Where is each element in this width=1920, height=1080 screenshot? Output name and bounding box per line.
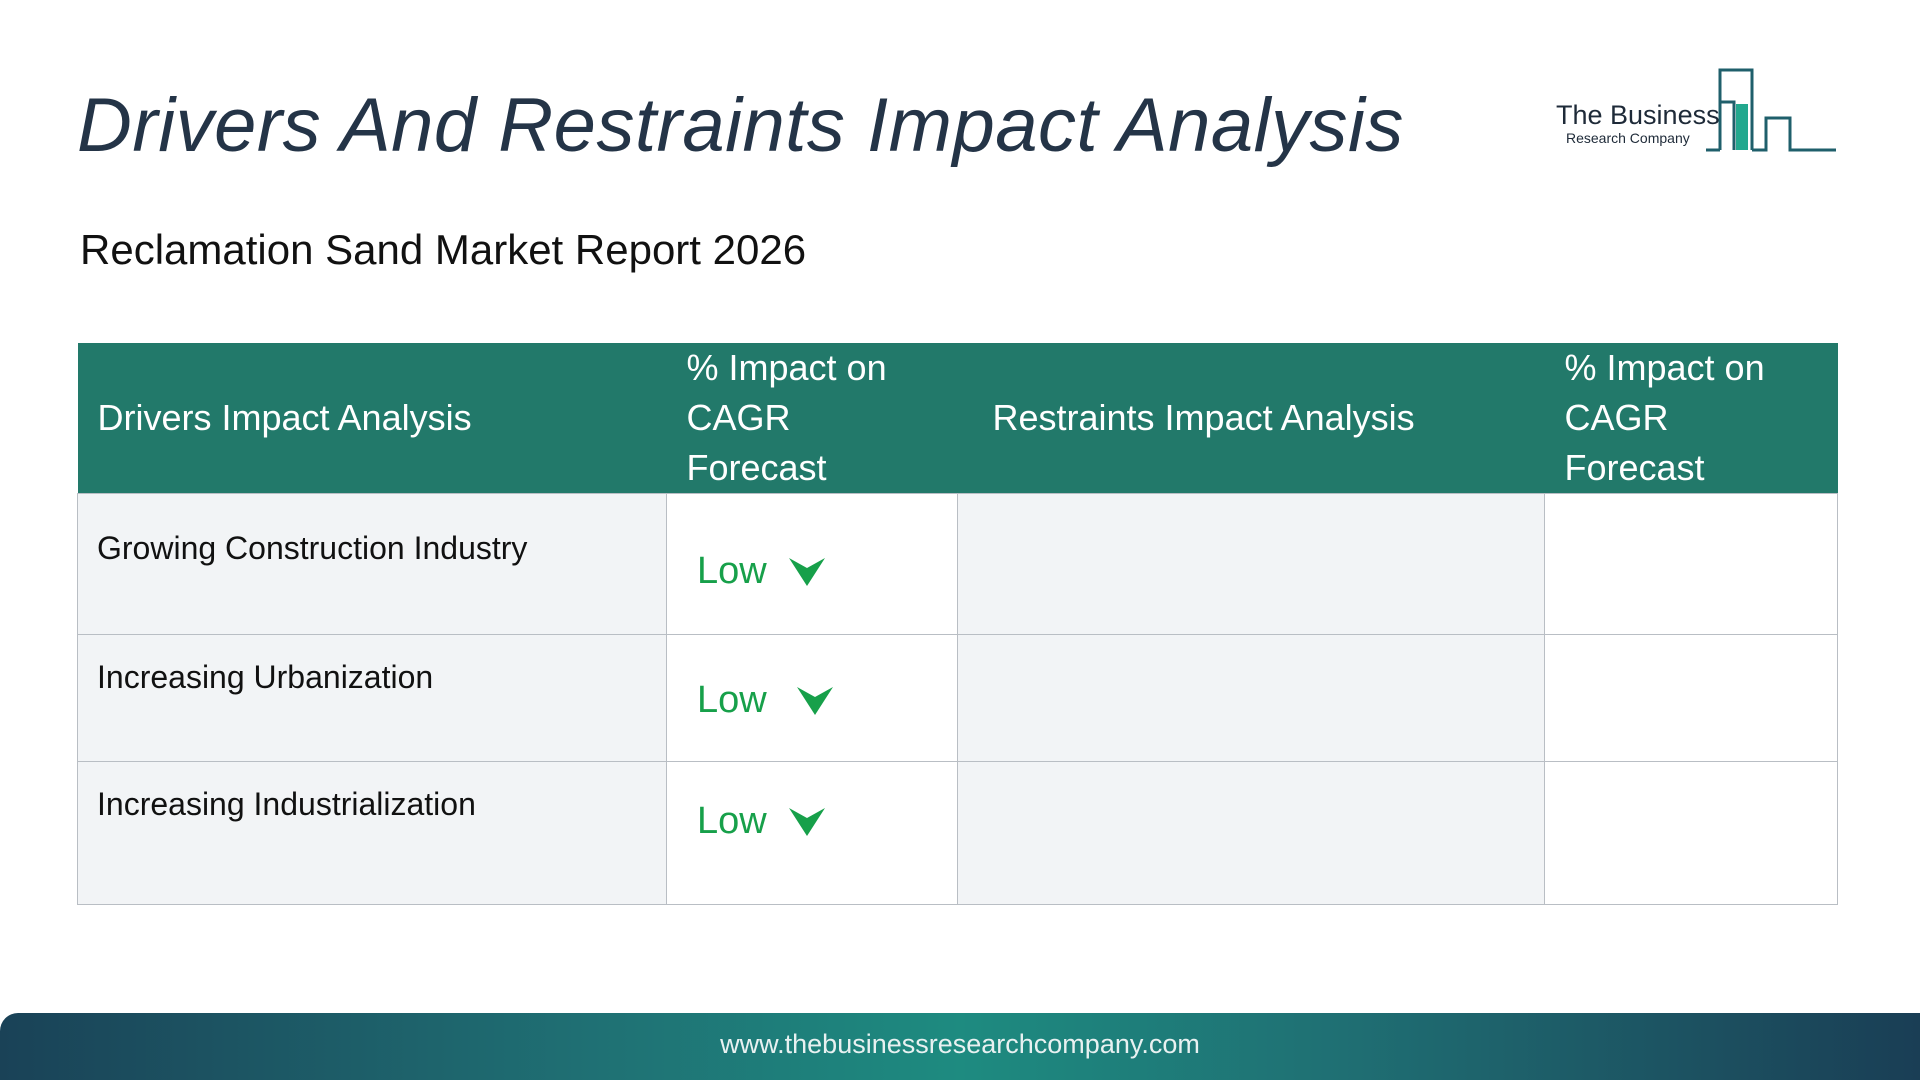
logo-text-sub: Research Company [1566, 130, 1690, 146]
header-restraints-impact-line1: % Impact on [1564, 347, 1765, 388]
restraint-impact-cell [1544, 634, 1838, 762]
report-subtitle: Reclamation Sand Market Report 2026 [80, 226, 807, 273]
header-restraints-impact: % Impact on CAGR Forecast [1544, 343, 1838, 494]
table-row: Increasing Urbanization Low [77, 634, 1838, 762]
logo-bars-icon [1706, 68, 1836, 152]
impact-label: Low [697, 679, 767, 721]
restraint-impact-cell [1544, 761, 1838, 905]
restraint-cell [957, 493, 1545, 635]
restraint-cell [957, 634, 1545, 762]
company-logo: The Business Research Company [1552, 66, 1838, 158]
impact-label: Low [697, 800, 767, 842]
header-drivers-impact: % Impact on CAGR Forecast [666, 343, 958, 494]
down-arrow-icon [788, 807, 825, 836]
page-title: Drivers And Restraints Impact Analysis [77, 83, 1404, 168]
logo-text-main: The Business [1556, 100, 1720, 130]
restraint-impact-cell [1544, 493, 1838, 635]
driver-cell: Growing Construction Industry [77, 493, 667, 635]
footer-bar: www.thebusinessresearchcompany.com [0, 1013, 1920, 1080]
table-header-row: Drivers Impact Analysis % Impact on CAGR… [77, 343, 1838, 494]
driver-cell: Increasing Urbanization [77, 634, 667, 762]
header-restraints: Restraints Impact Analysis [957, 343, 1545, 494]
impact-cell: Low [666, 761, 958, 905]
header-drivers-impact-line1: % Impact on [686, 347, 887, 388]
driver-cell: Increasing Industrialization [77, 761, 667, 905]
impact-cell: Low [666, 634, 958, 762]
table-row: Growing Construction Industry Low [77, 493, 1838, 635]
header-drivers-label: Drivers Impact Analysis [97, 397, 472, 438]
footer-url-link[interactable]: www.thebusinessresearchcompany.com [720, 1029, 1200, 1059]
header-drivers-impact-line2: CAGR Forecast [686, 397, 827, 488]
header-restraints-impact-line2: CAGR Forecast [1564, 397, 1705, 488]
impact-cell: Low [666, 493, 958, 635]
down-arrow-icon [796, 686, 833, 715]
header-restraints-label: Restraints Impact Analysis [992, 397, 1415, 438]
impact-table: Drivers Impact Analysis % Impact on CAGR… [77, 343, 1838, 905]
restraint-cell [957, 761, 1545, 905]
down-arrow-icon [788, 557, 825, 586]
table-row: Increasing Industrialization Low [77, 761, 1838, 905]
header-drivers: Drivers Impact Analysis [77, 343, 667, 494]
impact-label: Low [697, 550, 767, 592]
